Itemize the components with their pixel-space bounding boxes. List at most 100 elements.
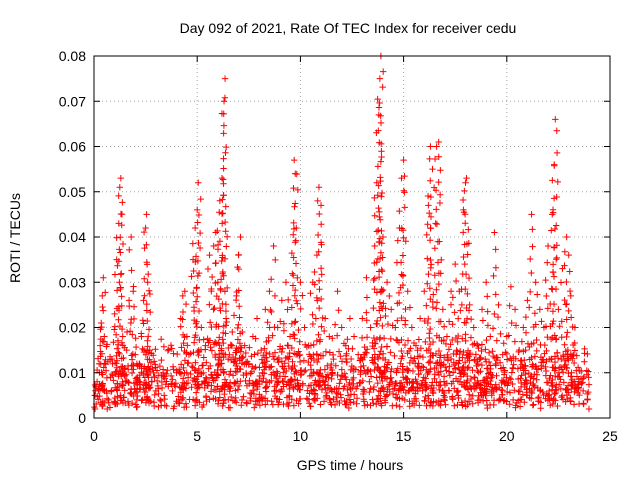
data-point <box>544 305 552 312</box>
data-point <box>147 359 155 366</box>
data-point <box>216 394 224 401</box>
data-point <box>367 373 375 380</box>
data-point <box>297 279 304 286</box>
data-point <box>485 380 492 388</box>
data-point <box>449 336 456 344</box>
data-point <box>103 343 110 350</box>
data-point <box>510 361 517 368</box>
data-point <box>530 339 537 347</box>
data-point <box>296 386 304 393</box>
data-point <box>379 83 386 91</box>
data-point <box>177 361 185 368</box>
data-point <box>444 351 451 359</box>
data-point <box>543 292 550 300</box>
data-point <box>364 367 371 374</box>
x-axis-label: GPS time / hours <box>297 457 404 473</box>
data-point <box>441 397 448 404</box>
data-point <box>373 317 381 325</box>
data-point <box>568 369 575 376</box>
data-point <box>111 271 119 278</box>
data-point <box>275 379 282 386</box>
data-point <box>485 358 493 366</box>
data-point <box>238 401 245 409</box>
data-point <box>202 394 210 401</box>
data-point <box>522 346 529 354</box>
data-point <box>144 279 151 286</box>
data-point <box>144 337 151 345</box>
data-point <box>417 367 424 374</box>
data-point <box>120 354 127 362</box>
data-point <box>556 323 563 330</box>
data-point <box>297 305 304 313</box>
data-point <box>550 195 558 202</box>
data-point <box>291 362 298 370</box>
data-point <box>198 380 206 388</box>
data-point <box>398 225 405 232</box>
data-point <box>375 182 382 189</box>
data-point <box>459 229 467 236</box>
data-point <box>388 365 395 373</box>
data-point <box>218 220 226 227</box>
data-point <box>127 319 135 327</box>
data-point <box>413 378 420 386</box>
data-point <box>371 360 379 367</box>
data-point <box>425 270 432 278</box>
data-point <box>320 327 328 335</box>
data-point <box>454 338 461 346</box>
data-point <box>301 324 308 331</box>
data-point <box>454 332 462 340</box>
data-point <box>571 347 579 354</box>
data-point <box>357 379 364 386</box>
data-point <box>107 374 114 381</box>
data-point <box>134 392 141 400</box>
data-point <box>380 368 388 376</box>
data-point <box>344 386 351 394</box>
data-point <box>187 350 194 357</box>
data-point <box>393 402 400 409</box>
data-point <box>233 349 240 356</box>
data-point <box>160 343 168 350</box>
data-point <box>167 380 175 387</box>
data-point <box>484 322 492 329</box>
data-point <box>115 192 122 200</box>
data-point <box>134 374 141 381</box>
data-point <box>400 187 407 194</box>
data-point <box>300 368 308 375</box>
data-point <box>435 382 443 389</box>
data-point <box>423 302 430 309</box>
data-point <box>184 342 191 349</box>
data-point <box>377 158 385 165</box>
data-point <box>150 399 158 406</box>
data-point <box>552 365 559 372</box>
data-point <box>258 393 265 401</box>
data-point <box>315 248 322 255</box>
data-point <box>526 394 533 401</box>
data-point <box>286 392 293 399</box>
data-point <box>442 401 449 408</box>
data-point <box>426 209 433 217</box>
data-point <box>447 301 455 308</box>
data-point <box>427 177 434 184</box>
data-point <box>399 383 406 390</box>
data-point <box>222 330 229 337</box>
data-point <box>290 385 297 393</box>
data-point <box>291 319 298 326</box>
data-point <box>214 371 222 379</box>
data-point <box>219 176 227 183</box>
data-point <box>367 324 374 331</box>
data-point <box>431 364 438 372</box>
data-point <box>451 385 458 392</box>
data-point <box>536 306 544 313</box>
data-point <box>394 317 401 324</box>
data-point <box>145 270 152 278</box>
data-point <box>114 337 122 345</box>
data-point <box>585 381 593 388</box>
data-point <box>207 344 214 351</box>
data-point <box>539 359 547 366</box>
data-point <box>533 336 540 344</box>
data-point <box>317 239 325 246</box>
data-point <box>377 395 384 402</box>
data-point <box>376 235 384 242</box>
data-point <box>432 187 440 194</box>
data-point <box>506 302 513 309</box>
